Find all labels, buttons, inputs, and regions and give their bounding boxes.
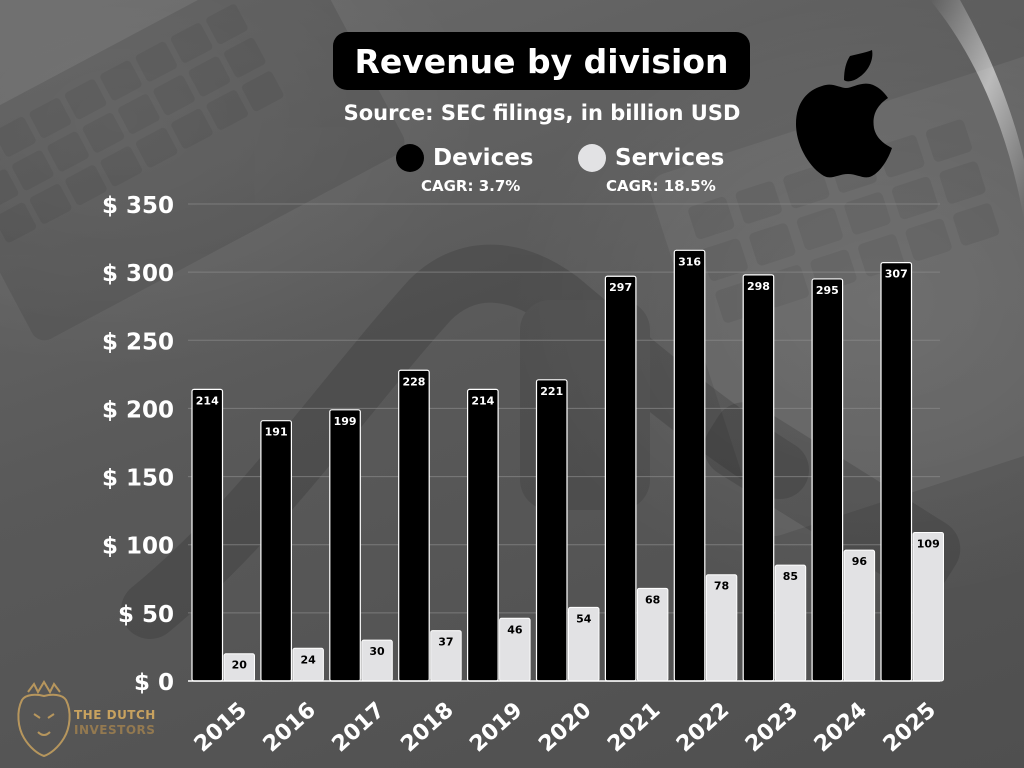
- bar-devices: [398, 369, 430, 682]
- legend-services-swatch: [578, 144, 606, 172]
- watermark-line-1: THE DUTCH: [74, 708, 156, 722]
- y-tick-label: $ 350: [102, 193, 174, 219]
- laptop-keyboard-shape: [0, 0, 405, 341]
- y-tick-label: $ 200: [102, 397, 174, 423]
- x-tick-label: 2024: [810, 698, 872, 758]
- x-tick-label: 2023: [741, 698, 803, 758]
- bar-services-label: 24: [300, 653, 316, 666]
- y-tick-label: $ 0: [134, 670, 174, 696]
- bar-devices: [673, 249, 706, 682]
- bar-devices-label: 295: [816, 284, 839, 297]
- bar-devices-label: 228: [402, 375, 425, 388]
- x-tick-label: 2025: [879, 698, 941, 758]
- x-tick-label: 2019: [465, 698, 527, 758]
- watermark-line-2: INVESTORS: [74, 723, 156, 737]
- y-tick-label: $ 300: [102, 261, 174, 287]
- x-tick-label: 2021: [603, 698, 665, 758]
- y-tick-label: $ 50: [118, 602, 174, 628]
- bar-services-label: 109: [917, 537, 940, 550]
- apple-logo-icon: [796, 50, 892, 178]
- bar-devices: [880, 262, 913, 682]
- x-tick-label: 2017: [328, 698, 390, 758]
- legend-devices: Devices: [396, 144, 534, 172]
- brand-watermark: THE DUTCH INVESTORS: [8, 680, 188, 764]
- bar-devices-label: 297: [609, 281, 632, 294]
- x-tick-label: 2022: [672, 698, 734, 758]
- bar-devices-label: 298: [747, 280, 770, 293]
- chart-subtitle: Source: SEC filings, in billion USD: [343, 101, 741, 125]
- bar-services-label: 78: [714, 580, 729, 593]
- bar-devices: [260, 420, 292, 682]
- bar-devices-label: 191: [265, 426, 288, 439]
- title-pill: Revenue by division: [333, 32, 750, 90]
- bar-devices: [604, 275, 637, 682]
- bar-services-label: 85: [783, 570, 798, 583]
- bar-services: [843, 549, 876, 682]
- x-tick-label: 2018: [396, 698, 458, 758]
- bar-devices: [329, 409, 361, 682]
- bar-devices-label: 316: [678, 255, 701, 268]
- bar-devices-label: 307: [885, 268, 908, 281]
- bar-devices: [742, 274, 775, 682]
- legend-devices-label: Devices: [433, 145, 534, 171]
- bar-services-label: 46: [507, 623, 523, 636]
- y-tick-label: $ 150: [102, 466, 174, 492]
- bar-services-label: 20: [232, 659, 248, 672]
- legend-services: Services: [578, 144, 724, 172]
- y-tick-label: $ 250: [102, 329, 174, 355]
- bar-devices: [811, 278, 844, 682]
- bar-devices-label: 214: [196, 394, 219, 407]
- x-tick-label: 2016: [259, 698, 321, 758]
- bar-services-label: 30: [369, 645, 385, 658]
- bar-devices: [535, 379, 568, 682]
- bar-services-label: 68: [645, 593, 660, 606]
- legend-devices-cagr: CAGR: 3.7%: [421, 177, 521, 195]
- x-tick-label: 2020: [534, 698, 596, 758]
- bar-services-label: 96: [852, 555, 868, 568]
- bar-devices-label: 199: [334, 415, 357, 428]
- bar-devices-label: 214: [471, 394, 494, 407]
- bar-services-label: 37: [438, 636, 453, 649]
- bar-devices-label: 221: [540, 385, 563, 398]
- legend-services-cagr: CAGR: 18.5%: [606, 177, 716, 195]
- bar-devices: [467, 388, 499, 682]
- bar-services-label: 54: [576, 612, 592, 625]
- y-tick-label: $ 100: [102, 534, 174, 560]
- legend-services-label: Services: [615, 145, 725, 171]
- legend-devices-swatch: [396, 144, 424, 172]
- bar-services: [912, 531, 944, 682]
- bar-devices: [191, 388, 224, 682]
- lion-crest-icon: [17, 680, 71, 758]
- chart-title: Revenue by division: [354, 41, 729, 81]
- corner-sheen: [930, 0, 1024, 220]
- x-tick-label: 2015: [190, 698, 252, 758]
